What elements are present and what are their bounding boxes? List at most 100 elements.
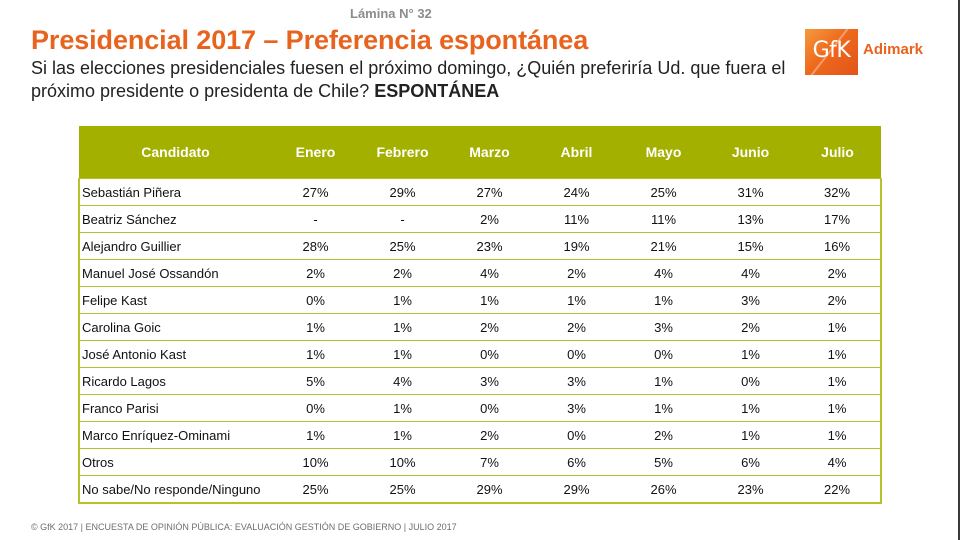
percentage-cell: 3%	[707, 286, 794, 314]
table-row: Felipe Kast 0% 1% 1% 1% 1% 3% 2%	[78, 286, 882, 314]
percentage-cell: 23%	[707, 475, 794, 504]
percentage-cell: 10%	[272, 448, 359, 476]
percentage-cell: 3%	[533, 394, 620, 422]
percentage-cell: 1%	[359, 286, 446, 314]
column-header-candidate: Candidato	[79, 126, 272, 179]
percentage-cell: 1%	[794, 313, 882, 341]
percentage-cell: 29%	[446, 475, 533, 504]
percentage-cell: 0%	[533, 421, 620, 449]
column-header-month: Enero	[272, 126, 359, 179]
logo-brand: Adimark	[863, 41, 924, 58]
percentage-cell: 0%	[446, 394, 533, 422]
candidate-name: Manuel José Ossandón	[78, 259, 272, 287]
percentage-cell: 5%	[620, 448, 707, 476]
percentage-cell: 1%	[272, 340, 359, 368]
percentage-cell: 19%	[533, 232, 620, 260]
table-body: Sebastián Piñera 27% 29% 27% 24% 25% 31% 32% Bea…	[78, 178, 882, 504]
percentage-cell: 23%	[446, 232, 533, 260]
percentage-cell: 2%	[707, 313, 794, 341]
question-text: Si las elecciones presidenciales fuesen …	[31, 57, 801, 103]
percentage-cell: 2%	[533, 313, 620, 341]
question-emphasis: ESPONTÁNEA	[374, 81, 500, 101]
percentage-cell: 1%	[707, 340, 794, 368]
percentage-cell: 25%	[359, 232, 446, 260]
percentage-cell: 0%	[272, 394, 359, 422]
column-header-month: Marzo	[446, 126, 533, 179]
gfk-adimark-logo: GfK Adimark	[805, 29, 930, 75]
percentage-cell: 24%	[533, 178, 620, 206]
percentage-cell: 4%	[794, 448, 882, 476]
percentage-cell: 25%	[359, 475, 446, 504]
percentage-cell: 1%	[707, 394, 794, 422]
percentage-cell: 29%	[533, 475, 620, 504]
percentage-cell: 4%	[620, 259, 707, 287]
column-header-month: Mayo	[620, 126, 707, 179]
percentage-cell: 28%	[272, 232, 359, 260]
percentage-cell: 7%	[446, 448, 533, 476]
table-row: Ricardo Lagos 5% 4% 3% 3% 1% 0% 1%	[78, 367, 882, 395]
percentage-cell: 2%	[446, 205, 533, 233]
percentage-cell: 1%	[794, 367, 882, 395]
preference-table: Candidato Enero Febrero Marzo Abril Mayo Junio…	[78, 126, 882, 504]
percentage-cell: 1%	[272, 313, 359, 341]
footer-text: © GfK 2017 | ENCUESTA DE OPINIÓN PÚBLICA…	[31, 522, 457, 532]
percentage-cell: 1%	[446, 286, 533, 314]
candidate-name: Sebastián Piñera	[78, 178, 272, 206]
percentage-cell: 32%	[794, 178, 882, 206]
percentage-cell: 21%	[620, 232, 707, 260]
logo-mark: GfK	[812, 38, 851, 63]
percentage-cell: 6%	[533, 448, 620, 476]
percentage-cell: 0%	[446, 340, 533, 368]
candidate-name: Carolina Goic	[78, 313, 272, 341]
percentage-cell: 6%	[707, 448, 794, 476]
percentage-cell: 1%	[620, 394, 707, 422]
percentage-cell: 1%	[272, 421, 359, 449]
question-body: Si las elecciones presidenciales fuesen …	[31, 58, 786, 101]
percentage-cell: 31%	[707, 178, 794, 206]
percentage-cell: 13%	[707, 205, 794, 233]
percentage-cell: 2%	[446, 313, 533, 341]
candidate-name: Franco Parisi	[78, 394, 272, 422]
percentage-cell: 17%	[794, 205, 882, 233]
percentage-cell: 1%	[359, 394, 446, 422]
percentage-cell: 1%	[620, 367, 707, 395]
table-row: José Antonio Kast 1% 1% 0% 0% 0% 1% 1%	[78, 340, 882, 368]
table-row: Otros 10% 10% 7% 6% 5% 6% 4%	[78, 448, 882, 476]
candidate-name: Ricardo Lagos	[78, 367, 272, 395]
percentage-cell: -	[272, 205, 359, 233]
percentage-cell: 5%	[272, 367, 359, 395]
percentage-cell: 4%	[446, 259, 533, 287]
percentage-cell: 3%	[620, 313, 707, 341]
percentage-cell: 11%	[620, 205, 707, 233]
column-header-month: Julio	[794, 126, 881, 179]
percentage-cell: 2%	[533, 259, 620, 287]
percentage-cell: 27%	[272, 178, 359, 206]
percentage-cell: 2%	[794, 259, 882, 287]
table-row: Sebastián Piñera 27% 29% 27% 24% 25% 31% 32%	[78, 178, 882, 206]
table-row: Manuel José Ossandón 2% 2% 4% 2% 4% 4% 2%	[78, 259, 882, 287]
percentage-cell: 0%	[272, 286, 359, 314]
percentage-cell: 2%	[272, 259, 359, 287]
gfk-logo-icon: GfK	[805, 29, 858, 75]
candidate-name: Otros	[78, 448, 272, 476]
percentage-cell: 1%	[620, 286, 707, 314]
percentage-cell: 2%	[620, 421, 707, 449]
percentage-cell: 16%	[794, 232, 882, 260]
percentage-cell: 3%	[446, 367, 533, 395]
candidate-name: Beatriz Sánchez	[78, 205, 272, 233]
percentage-cell: 1%	[707, 421, 794, 449]
percentage-cell: 1%	[533, 286, 620, 314]
percentage-cell: 3%	[533, 367, 620, 395]
table-row: Marco Enríquez-Ominami 1% 1% 2% 0% 2% 1% 1%	[78, 421, 882, 449]
percentage-cell: 4%	[707, 259, 794, 287]
page-title: Presidencial 2017 – Preferencia espontán…	[31, 25, 589, 55]
percentage-cell: 27%	[446, 178, 533, 206]
percentage-cell: 25%	[620, 178, 707, 206]
slide-number: Lámina N° 32	[350, 6, 432, 21]
percentage-cell: 1%	[794, 394, 882, 422]
percentage-cell: 1%	[359, 340, 446, 368]
percentage-cell: 22%	[794, 475, 882, 504]
table-row: No sabe/No responde/Ninguno 25% 25% 29% 29% 2…	[78, 475, 882, 504]
percentage-cell: 29%	[359, 178, 446, 206]
percentage-cell: 0%	[533, 340, 620, 368]
